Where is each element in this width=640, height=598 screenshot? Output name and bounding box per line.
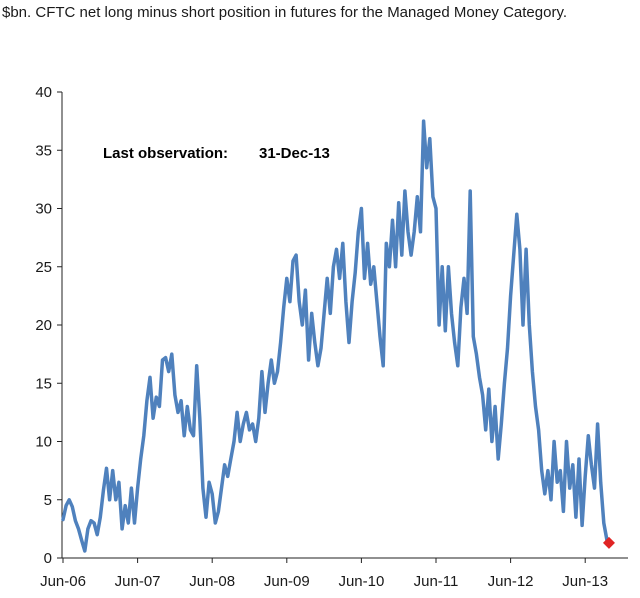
y-tick-label: 30 [35,201,52,218]
annotation-label: Last observation: [103,145,228,162]
x-tick-label: Jun-12 [488,573,534,590]
y-tick-label: 40 [35,84,52,101]
x-tick-label: Jun-06 [40,573,86,590]
x-tick-label: Jun-10 [338,573,384,590]
x-tick-label: Jun-11 [414,573,459,590]
x-tick-label: Jun-07 [115,573,161,590]
y-tick-label: 5 [44,492,52,509]
y-tick-label: 20 [35,317,52,334]
annotation-date: 31-Dec-13 [259,145,330,162]
y-tick-label: 10 [35,434,52,451]
x-tick-label: Jun-09 [264,573,310,590]
chart-title: $bn. CFTC net long minus short position … [2,4,568,21]
y-tick-label: 15 [35,375,52,392]
y-tick-label: 35 [35,142,52,159]
x-tick-label: Jun-13 [562,573,608,590]
last-observation-marker [602,536,615,549]
y-tick-label: 0 [44,550,52,567]
x-tick-label: Jun-08 [189,573,235,590]
series-line [61,119,609,553]
y-tick-label: 25 [35,259,52,276]
